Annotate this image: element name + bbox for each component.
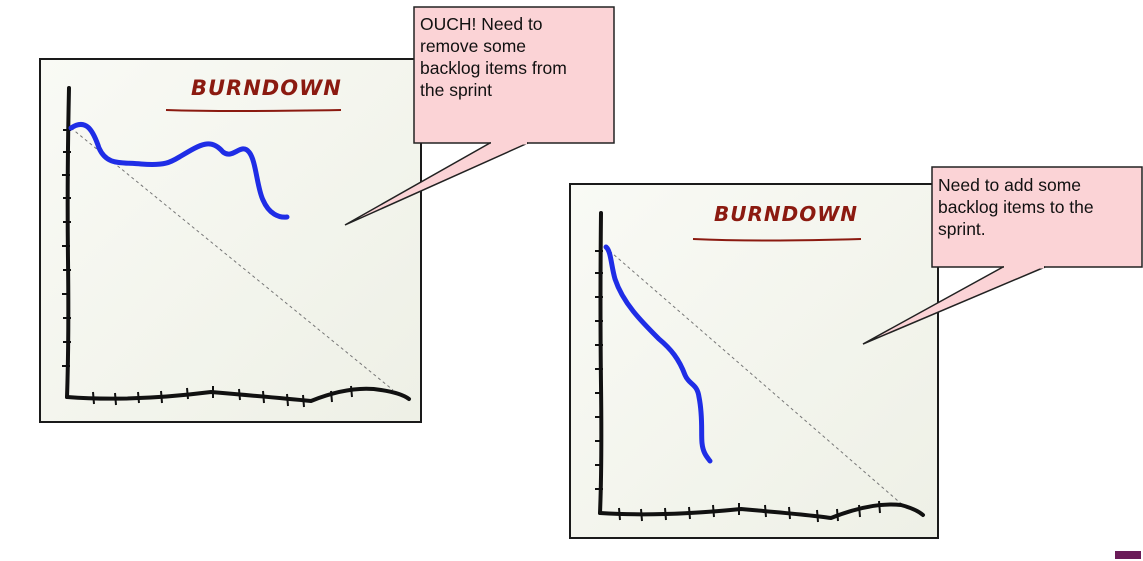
callout-right-text: Need to add some backlog items to the sp…	[938, 175, 1094, 239]
y-axis-ticks	[62, 129, 71, 367]
actual-burndown-line	[68, 121, 290, 220]
x-axis	[598, 502, 925, 521]
burndown-chart-right	[595, 211, 925, 523]
y-axis	[598, 211, 604, 515]
title-underline	[165, 109, 342, 112]
chart-title: BURNDOWN	[191, 76, 342, 100]
actual-burndown-line	[603, 244, 713, 464]
title-underline	[692, 238, 862, 242]
callout-left-text: OUCH! Need to remove some backlog items …	[420, 14, 567, 100]
x-axis-ticks	[618, 500, 881, 523]
ideal-burndown-line	[70, 127, 394, 391]
x-axis	[65, 386, 411, 404]
chart-title: BURNDOWN	[714, 202, 859, 226]
y-axis	[65, 86, 71, 399]
corner-accent-bar	[1115, 551, 1141, 559]
burndown-board-left: BURNDOWN	[39, 58, 422, 423]
burndown-chart-left	[62, 86, 411, 408]
burndown-board-right: BURNDOWN	[569, 183, 939, 539]
y-axis-ticks	[595, 250, 603, 490]
ideal-burndown-line	[604, 246, 906, 508]
x-axis-ticks	[92, 385, 353, 408]
